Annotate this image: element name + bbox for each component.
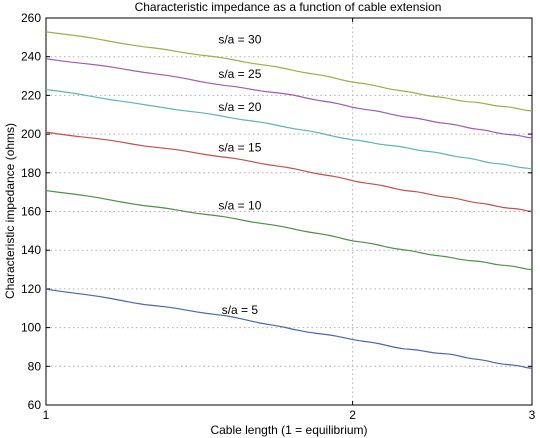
y-tick-label: 100 <box>21 321 41 335</box>
y-tick-label: 240 <box>21 50 41 64</box>
x-axis-label: Cable length (1 = equilibrium) <box>210 423 367 437</box>
tick-layer: 60 80 100 120 140 160 180 200 220 240 260 1 2 3 <box>21 11 536 422</box>
y-tick-label: 200 <box>21 127 41 141</box>
series-line <box>45 58 533 139</box>
x-tick-label: 1 <box>43 408 50 422</box>
grid-layer <box>46 18 532 405</box>
chart-title: Characteristic impedance as a function o… <box>135 0 442 14</box>
series-annotation: s/a = 10 <box>218 199 261 213</box>
series-line <box>45 288 533 369</box>
y-tick-label: 220 <box>21 88 41 102</box>
series-line <box>45 31 533 112</box>
x-tick-label: 3 <box>529 408 536 422</box>
x-tick-label: 2 <box>349 408 356 422</box>
y-tick-label: 120 <box>21 282 41 296</box>
y-tick-label: 160 <box>21 205 41 219</box>
y-tick-label: 180 <box>21 166 41 180</box>
series-line <box>45 131 533 213</box>
y-tick-label: 140 <box>21 243 41 257</box>
y-axis-label: Characteristic impedance (ohms) <box>3 123 17 299</box>
series-annotation: s/a = 5 <box>222 303 259 317</box>
series-annotation: s/a = 30 <box>218 32 261 46</box>
y-tick-label: 60 <box>28 398 42 412</box>
series-annotation: s/a = 20 <box>218 100 261 114</box>
annotation-layer: s/a = 30 s/a = 25 s/a = 20 s/a = 15 s/a = 10… <box>218 32 261 317</box>
series-annotation: s/a = 15 <box>218 141 261 155</box>
series-line <box>45 89 533 170</box>
series-layer <box>45 31 533 369</box>
series-line <box>45 189 533 271</box>
series-annotation: s/a = 25 <box>218 67 261 81</box>
y-tick-label: 80 <box>28 359 42 373</box>
y-tick-label: 260 <box>21 11 41 25</box>
